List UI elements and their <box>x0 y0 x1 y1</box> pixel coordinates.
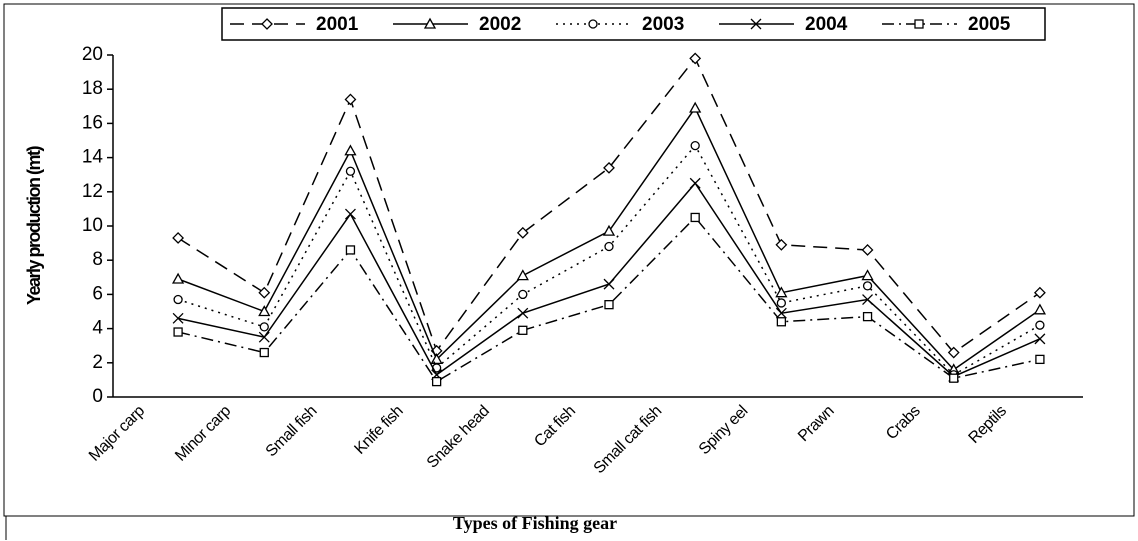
marker <box>862 294 874 305</box>
marker <box>750 18 762 30</box>
marker <box>603 278 615 290</box>
chart-frame <box>3 3 1135 517</box>
marker <box>344 144 357 156</box>
marker <box>947 346 960 359</box>
x-tick-label: Minor carp <box>172 402 234 464</box>
marker <box>689 52 702 65</box>
marker <box>345 166 356 176</box>
y-tick-label: 12 <box>82 181 103 202</box>
marker <box>344 93 357 106</box>
marker <box>258 286 271 299</box>
marker <box>776 317 787 327</box>
y-tick-label: 10 <box>82 215 103 236</box>
x-tick-label: Knife fish <box>351 403 406 458</box>
x-tick-label: Major carp <box>86 402 148 464</box>
y-tick-label: 20 <box>82 44 103 65</box>
y-tick-label: 4 <box>92 318 103 339</box>
marker <box>518 325 528 335</box>
marker <box>690 212 700 223</box>
y-tick-label: 0 <box>92 386 103 407</box>
marker <box>344 208 356 220</box>
y-tick-label: 18 <box>82 78 103 99</box>
marker <box>171 272 185 284</box>
marker <box>172 232 185 244</box>
marker <box>1035 354 1045 365</box>
y-tick-label: 6 <box>92 283 103 304</box>
marker <box>518 289 528 300</box>
marker <box>862 311 873 322</box>
marker <box>588 19 598 29</box>
marker <box>861 244 874 256</box>
legend-label: 2003 <box>642 14 684 35</box>
marker <box>861 269 874 281</box>
x-tick-label: Small fish <box>263 403 321 461</box>
marker <box>173 294 183 305</box>
marker <box>1033 286 1046 299</box>
x-tick-label: Cat fish <box>531 403 579 451</box>
marker <box>172 312 184 324</box>
marker <box>259 322 269 332</box>
legend-label: 2002 <box>479 14 521 35</box>
marker <box>604 241 614 252</box>
marker <box>516 226 529 239</box>
marker <box>862 281 873 291</box>
legend-label: 2005 <box>968 14 1011 35</box>
marker <box>602 224 616 236</box>
y-tick-label: 2 <box>92 352 103 373</box>
marker <box>603 161 615 174</box>
marker <box>604 300 614 310</box>
marker <box>690 140 700 151</box>
y-axis-title: Yearly production (mt) <box>24 145 44 305</box>
marker <box>1035 320 1045 330</box>
marker <box>1034 333 1046 345</box>
x-tick-label: Reptils <box>966 402 1010 446</box>
marker <box>259 347 269 358</box>
legend-label: 2001 <box>316 14 359 35</box>
marker <box>173 327 183 337</box>
marker <box>775 286 788 298</box>
marker <box>516 269 529 281</box>
marker <box>261 18 273 30</box>
x-tick-label: Prawn <box>795 403 837 445</box>
marker <box>949 373 959 383</box>
y-tick-label: 16 <box>82 112 103 133</box>
y-tick-label: 14 <box>82 147 104 168</box>
marker <box>517 307 529 319</box>
y-tick-label: 8 <box>92 249 103 270</box>
x-tick-label: Spiny eel <box>696 403 751 458</box>
x-tick-label: Snake head <box>424 403 493 472</box>
marker <box>689 101 702 113</box>
x-tick-label: Crabs <box>883 402 924 443</box>
series-line <box>177 144 1041 376</box>
marker <box>423 17 437 29</box>
marker <box>431 376 442 387</box>
marker <box>258 305 271 317</box>
marker <box>1033 303 1047 315</box>
marker <box>775 238 788 251</box>
marker <box>914 19 924 29</box>
x-axis-title: Types of Fishing gear <box>453 513 617 533</box>
marker <box>345 245 356 255</box>
marker <box>258 331 270 343</box>
series-line <box>177 56 1041 354</box>
legend-label: 2004 <box>805 14 848 35</box>
marker <box>775 307 787 319</box>
marker <box>776 298 787 308</box>
marker <box>689 177 701 189</box>
x-tick-label: Small cat fish <box>591 403 665 477</box>
